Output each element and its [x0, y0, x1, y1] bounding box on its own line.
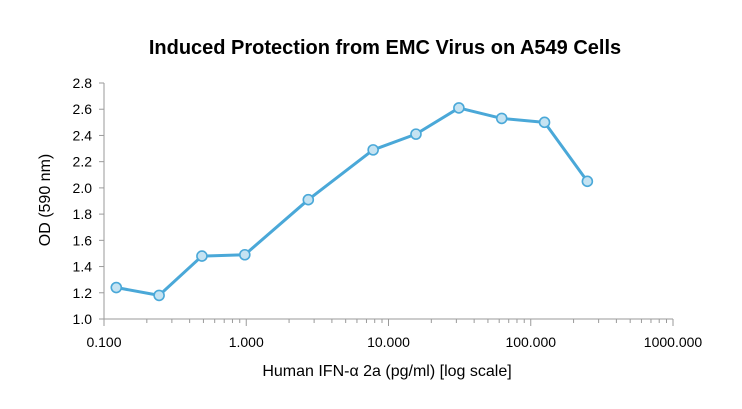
data-point: [410, 128, 422, 140]
x-tick-label: 1.000: [229, 334, 264, 350]
data-point: [367, 144, 379, 156]
series-line: [114, 106, 589, 297]
x-axis-label: Human IFN-α 2a (pg/ml) [log scale]: [262, 363, 511, 380]
data-point: [538, 116, 551, 129]
x-tick-label: 0.100: [86, 334, 121, 350]
y-tick-label: 1.6: [73, 232, 93, 248]
y-axis-label: OD (590 nm): [37, 154, 54, 246]
y-tick-label: 2.2: [73, 154, 93, 170]
y-tick-label: 2.4: [73, 127, 93, 143]
axes: 1.0 1.2 1.4 1.6 1.8 2.0 2.2 2.4 2.6 2.8 0.100 1.000…: [73, 75, 703, 350]
y-tick-label: 2.6: [73, 101, 93, 117]
x-tick-label: 1000.000: [644, 334, 703, 350]
data-point: [495, 112, 508, 125]
y-tick-label: 2.8: [73, 75, 93, 91]
x-tick-label: 10.000: [367, 334, 410, 350]
y-tick-label: 1.4: [73, 259, 93, 275]
data-point: [153, 289, 165, 302]
data-point: [110, 281, 123, 294]
y-tick-label: 2.0: [73, 180, 93, 196]
data-point: [196, 250, 208, 262]
series-layer: [110, 102, 594, 302]
data-point: [302, 193, 315, 206]
data-point: [453, 102, 465, 114]
x-tick-label: 100.000: [505, 334, 556, 350]
y-tick-label: 1.0: [73, 311, 93, 327]
y-tick-label: 1.8: [73, 206, 93, 222]
chart-title: Induced Protection from EMC Virus on A54…: [149, 37, 621, 59]
data-point: [581, 175, 594, 188]
y-tick-label: 1.2: [73, 285, 93, 301]
data-point: [239, 248, 251, 261]
